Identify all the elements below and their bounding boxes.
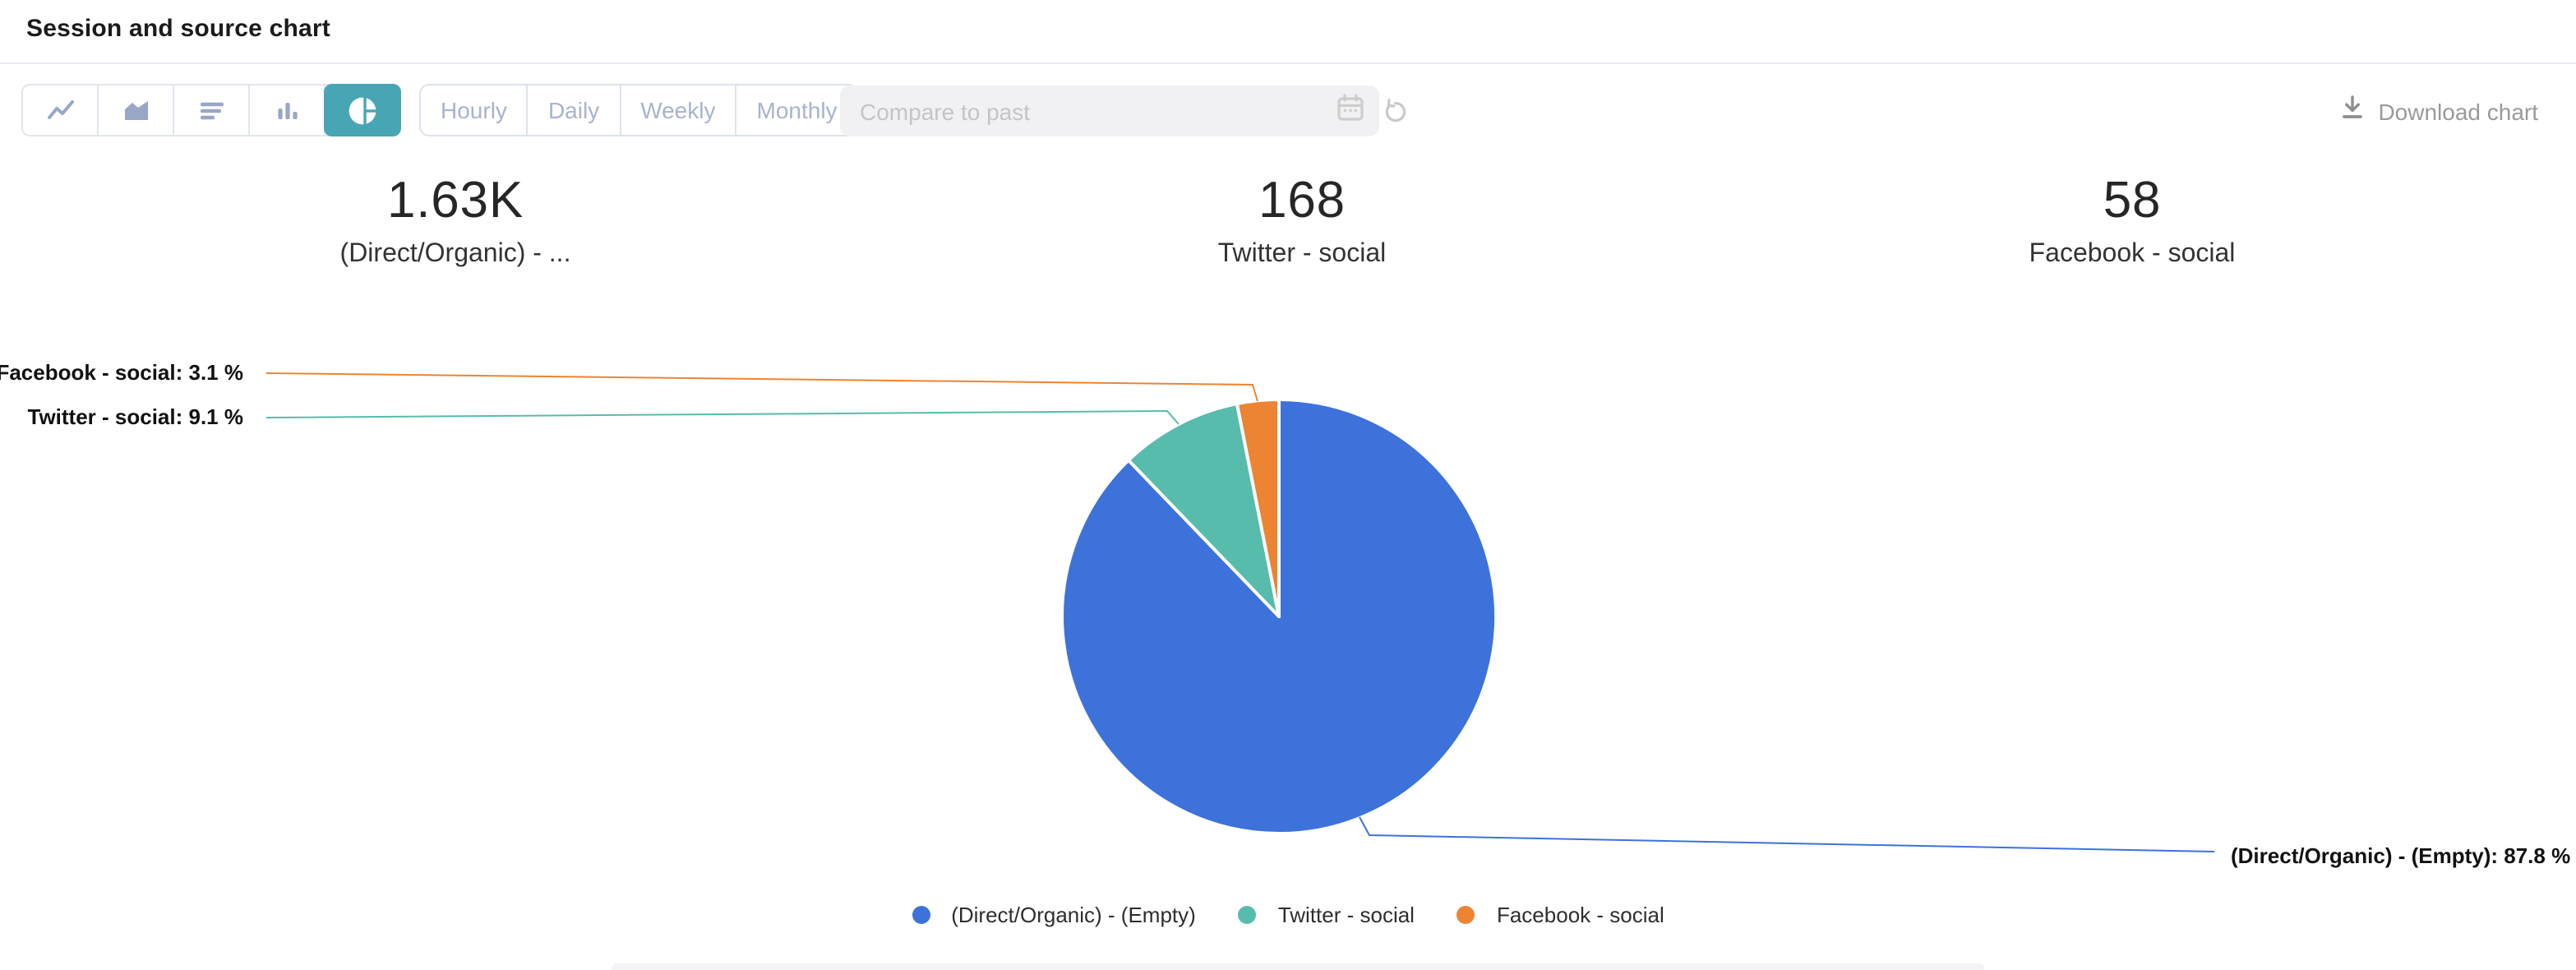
interval-weekly-button[interactable]: Weekly (619, 85, 735, 135)
legend-item-facebook[interactable]: Facebook - social (1457, 902, 1664, 926)
download-chart-button[interactable]: Download chart (2340, 95, 2538, 128)
interval-daily-button[interactable]: Daily (526, 85, 619, 135)
horizontal-bar-chart-icon (196, 95, 226, 125)
label-line-facebook (265, 372, 1258, 402)
pie-chart-button[interactable] (324, 84, 401, 136)
stat-facebook: 58 Facebook - social (1787, 173, 2477, 268)
slice-label-twitter: Twitter - social: 9.1 % (27, 404, 244, 429)
label-line-twitter (265, 409, 1180, 425)
stat-label: Twitter - social (1217, 240, 1387, 268)
pie-chart-icon (347, 95, 378, 126)
line-chart-icon (45, 95, 75, 125)
stat-value: 168 (1258, 171, 1346, 229)
chart-legend: (Direct/Organic) - (Empty) Twitter - soc… (0, 901, 2576, 927)
stat-value: 58 (2103, 171, 2162, 229)
chart-type-switcher (21, 84, 401, 136)
download-icon (2340, 95, 2363, 128)
stat-label: (Direct/Organic) - ... (339, 240, 571, 268)
column-chart-icon (272, 95, 302, 125)
calendar-icon (1336, 93, 1364, 129)
line-chart-button[interactable] (23, 85, 99, 135)
legend-label: Twitter - social (1277, 902, 1415, 926)
slice-label-direct-organic: (Direct/Organic) - (Empty): 87.8 % (2231, 843, 2571, 868)
horizontal-bar-chart-button[interactable] (174, 85, 250, 135)
legend-label: Facebook - social (1496, 902, 1664, 926)
stat-direct-organic: 1.63K (Direct/Organic) - ... (110, 173, 801, 268)
area-chart-icon (121, 95, 150, 125)
compare-to-past-field[interactable] (840, 85, 1379, 136)
stat-label: Facebook - social (2029, 240, 2236, 268)
legend-dot-icon (1457, 905, 1475, 923)
legend-label: (Direct/Organic) - (Empty) (951, 902, 1196, 926)
reset-compare-button[interactable] (1381, 97, 1409, 125)
interval-hourly-button[interactable]: Hourly (441, 97, 507, 123)
legend-dot-icon (1238, 905, 1257, 923)
compare-to-past-input[interactable] (856, 96, 1336, 126)
interval-monthly-button[interactable]: Monthly (735, 85, 857, 135)
stat-value: 1.63K (386, 171, 524, 229)
legend-item-direct-organic[interactable]: (Direct/Organic) - (Empty) (912, 902, 1196, 926)
column-chart-button[interactable] (250, 85, 325, 135)
legend-item-twitter[interactable]: Twitter - social (1238, 902, 1415, 926)
label-line-direct-organic (1359, 816, 2215, 852)
interval-switcher: Hourly Daily Weekly Monthly (419, 84, 859, 136)
reset-icon (1381, 98, 1409, 132)
panel-header: Session and source chart (0, 0, 2576, 64)
legend-dot-icon (912, 905, 930, 923)
next-card-top-edge (612, 963, 1984, 970)
download-chart-label: Download chart (2378, 99, 2538, 125)
area-chart-button[interactable] (99, 85, 174, 135)
slice-label-facebook: Facebook - social: 3.1 % (0, 360, 243, 385)
stat-twitter: 168 Twitter - social (957, 173, 1647, 268)
page-title: Session and source chart (26, 15, 330, 43)
